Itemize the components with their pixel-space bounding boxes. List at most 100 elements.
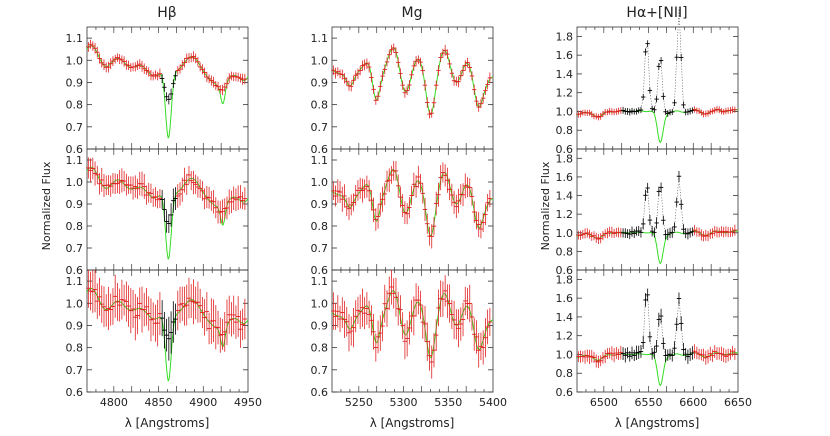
data-point bbox=[162, 311, 167, 349]
data-point bbox=[331, 65, 336, 76]
data-point bbox=[609, 346, 615, 361]
data-point bbox=[730, 345, 735, 357]
data-point bbox=[375, 204, 381, 229]
data-point bbox=[233, 305, 239, 339]
data-point bbox=[404, 86, 410, 96]
data-point bbox=[685, 228, 691, 240]
data-point bbox=[389, 44, 394, 55]
data-point bbox=[146, 67, 151, 77]
data-point bbox=[191, 279, 196, 325]
data-point bbox=[402, 87, 408, 98]
data-point bbox=[193, 286, 198, 320]
data-point bbox=[384, 170, 390, 192]
panel-frame bbox=[331, 26, 494, 150]
data-point bbox=[696, 107, 702, 115]
data-point bbox=[200, 64, 205, 75]
model-curve bbox=[331, 169, 494, 237]
y-tick-label: 1.0 bbox=[311, 54, 329, 67]
data-point bbox=[342, 184, 347, 208]
data-point bbox=[708, 346, 713, 361]
data-point bbox=[701, 231, 706, 242]
data-point bbox=[667, 348, 673, 360]
data-point bbox=[625, 108, 630, 115]
data-point bbox=[164, 210, 169, 233]
data-point bbox=[681, 224, 686, 235]
y-tick-label: 1.4 bbox=[556, 68, 574, 81]
data-point bbox=[687, 107, 693, 115]
data-point bbox=[121, 284, 127, 316]
data-point bbox=[654, 340, 659, 353]
y-tick-label: 1.0 bbox=[311, 297, 329, 310]
data-point bbox=[681, 343, 686, 356]
data-point bbox=[342, 301, 347, 339]
data-point bbox=[712, 106, 717, 114]
data-point bbox=[467, 284, 472, 323]
data-point bbox=[667, 227, 673, 239]
data-point bbox=[674, 197, 679, 207]
data-point bbox=[391, 278, 396, 309]
data-point bbox=[578, 110, 583, 118]
data-point bbox=[104, 294, 109, 327]
data-point bbox=[369, 305, 374, 336]
data-point bbox=[721, 226, 726, 238]
y-tick-label: 0.7 bbox=[311, 364, 329, 377]
data-point bbox=[168, 88, 174, 100]
data-point bbox=[173, 71, 178, 81]
data-point bbox=[594, 113, 599, 120]
data-point bbox=[487, 189, 493, 208]
data-point bbox=[177, 182, 183, 206]
data-point bbox=[222, 311, 227, 352]
data-point bbox=[130, 176, 136, 200]
data-point bbox=[732, 224, 738, 236]
data-point bbox=[710, 108, 715, 115]
data-point bbox=[355, 296, 361, 324]
x-tick-label: 6600 bbox=[679, 396, 707, 409]
data-point bbox=[418, 173, 423, 193]
panels: 0.60.70.80.91.01.10.60.70.80.91.01.10.60… bbox=[66, 7, 752, 409]
data-point bbox=[189, 284, 194, 319]
data-point bbox=[238, 73, 243, 83]
data-point bbox=[652, 227, 657, 238]
data-point bbox=[389, 270, 394, 305]
data-point bbox=[387, 276, 392, 310]
data-point bbox=[730, 227, 735, 237]
y-axis-label-right: Normalized Flux bbox=[539, 161, 552, 250]
y-tick-label: 0.6 bbox=[556, 386, 574, 399]
x-axis-label-halpha: λ [Angstroms] bbox=[615, 416, 700, 430]
data-point bbox=[429, 108, 434, 118]
data-point bbox=[362, 59, 367, 71]
y-tick-label: 0.8 bbox=[556, 245, 574, 258]
data-point bbox=[177, 286, 183, 323]
x-tick-label: 6500 bbox=[590, 396, 618, 409]
data-point bbox=[589, 110, 594, 118]
data-point bbox=[162, 82, 167, 92]
data-point bbox=[191, 170, 196, 195]
y-tick-label: 1.2 bbox=[556, 208, 574, 221]
data-point bbox=[598, 112, 603, 120]
x-tick-label: 4900 bbox=[189, 396, 217, 409]
y-tick-label: 1.0 bbox=[556, 227, 574, 240]
data-point bbox=[474, 211, 479, 230]
data-point bbox=[463, 173, 468, 199]
data-point bbox=[407, 311, 412, 345]
data-point bbox=[195, 57, 201, 67]
model-curve bbox=[86, 288, 249, 382]
data-point bbox=[193, 174, 198, 195]
data-point bbox=[353, 185, 358, 206]
data-point bbox=[166, 94, 172, 105]
data-point bbox=[445, 284, 450, 318]
data-point bbox=[456, 76, 461, 88]
y-tick-label: 0.8 bbox=[66, 342, 84, 355]
data-point bbox=[101, 286, 107, 328]
y-tick-label: 0.6 bbox=[311, 386, 329, 399]
data-point bbox=[436, 182, 441, 207]
y-tick-label: 0.7 bbox=[66, 121, 84, 134]
data-point bbox=[142, 63, 147, 74]
y-tick-label: 0.6 bbox=[311, 264, 329, 277]
data-point bbox=[703, 229, 708, 241]
data-point bbox=[204, 186, 210, 209]
data-point bbox=[717, 227, 722, 238]
data-point bbox=[629, 346, 635, 360]
data-point bbox=[411, 172, 417, 196]
data-point bbox=[640, 93, 646, 101]
